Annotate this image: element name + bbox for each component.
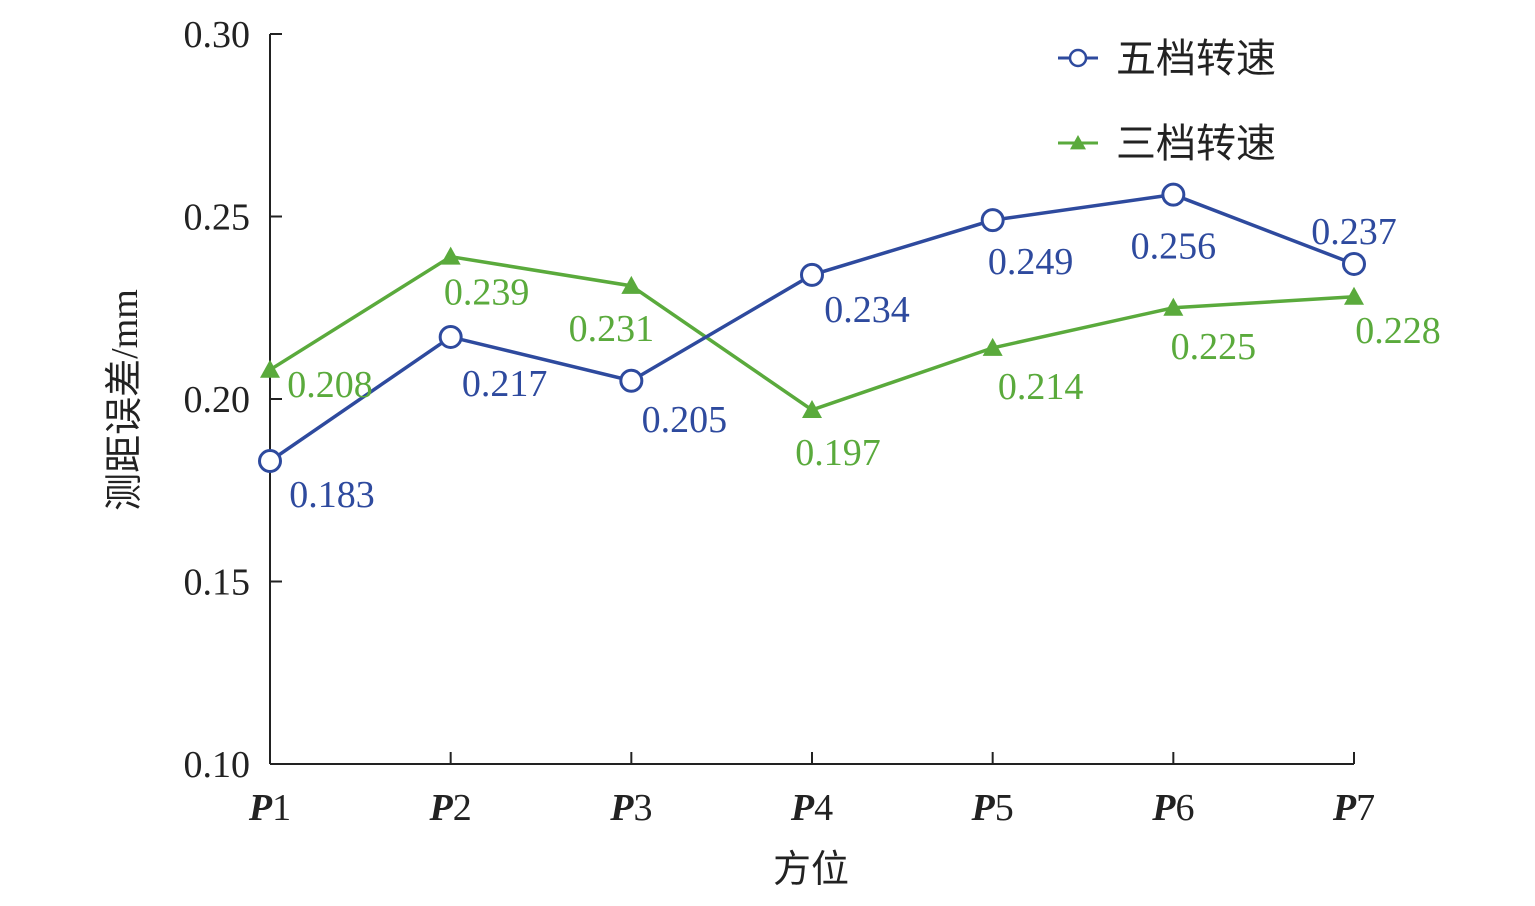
legend-marker-triangle: [1070, 135, 1086, 150]
y-tick-label: 0.25: [184, 197, 251, 239]
x-tick-label-number: 4: [814, 787, 833, 829]
data-label: 0.225: [1171, 326, 1257, 368]
legend-marker-circle: [1068, 48, 1088, 68]
data-label: 0.234: [824, 289, 910, 331]
y-tick-label: 0.15: [184, 562, 251, 604]
point-circle: [980, 208, 1005, 233]
point-triangle: [1344, 286, 1364, 305]
legend-label: 三档转速: [1116, 121, 1276, 166]
x-tick-label-number: 1: [272, 787, 291, 829]
data-label: 0.256: [1131, 226, 1217, 268]
x-tick-label-letter: P: [1151, 787, 1176, 829]
point-triangle: [440, 246, 461, 265]
y-ticks: 0.10 0.15 0.20 0.25 0.30: [184, 14, 282, 786]
x-ticks: P1 P2 P3 P4 P5 P6 P7: [248, 752, 1375, 829]
data-label: 0.197: [795, 432, 881, 474]
series-layer: [258, 182, 1366, 474]
data-labels: 0.183 0.217 0.205 0.234 0.249 0.256 0.237 0.208…: [287, 211, 1441, 516]
x-tick-label: P2: [429, 787, 472, 829]
y-tick-label: 0.30: [184, 14, 251, 56]
data-label: 0.249: [988, 241, 1074, 283]
data-label: 0.183: [289, 474, 375, 516]
data-label: 0.217: [462, 363, 548, 405]
data-label: 0.231: [569, 308, 655, 350]
x-tick-label: P4: [790, 787, 833, 829]
point-circle: [619, 368, 644, 393]
x-tick-label-number: 6: [1175, 787, 1194, 829]
x-tick-label: P1: [248, 787, 291, 829]
data-label: 0.239: [444, 272, 530, 314]
point-circle: [800, 262, 824, 287]
data-label: 0.214: [998, 366, 1084, 408]
data-label: 0.237: [1311, 211, 1397, 253]
x-tick-label-letter: P: [429, 787, 454, 829]
x-tick-label-number: 3: [633, 787, 652, 829]
x-tick-label: P6: [1151, 787, 1194, 829]
x-tick-label-number: 7: [1356, 787, 1375, 829]
x-tick-label: P5: [971, 787, 1014, 829]
point-circle: [1342, 251, 1366, 276]
point-circle: [258, 449, 282, 474]
x-tick-label-letter: P: [248, 787, 273, 829]
point-triangle: [260, 359, 280, 378]
x-tick-label-letter: P: [971, 787, 996, 829]
data-label: 0.208: [287, 364, 373, 406]
point-circle: [438, 324, 463, 349]
legend-label: 五档转速: [1116, 36, 1276, 81]
x-tick-label: P7: [1332, 787, 1375, 829]
point-triangle: [621, 275, 642, 294]
data-label: 0.205: [642, 399, 728, 441]
y-tick-label: 0.10: [184, 744, 251, 786]
x-tick-label-number: 2: [453, 787, 472, 829]
x-tick-label-number: 5: [995, 787, 1014, 829]
data-label: 0.228: [1355, 310, 1441, 352]
x-tick-label-letter: P: [790, 787, 815, 829]
point-triangle: [802, 399, 822, 418]
x-tick-label-letter: P: [609, 787, 634, 829]
point-triangle: [982, 337, 1003, 356]
y-axis-title: 测距误差/mm: [104, 289, 146, 511]
point-triangle: [1163, 297, 1184, 316]
y-tick-label: 0.20: [184, 379, 251, 421]
x-tick-label-letter: P: [1332, 787, 1357, 829]
x-axis-title: 方位: [773, 849, 849, 891]
x-tick-label: P3: [609, 787, 652, 829]
point-circle: [1161, 182, 1186, 207]
